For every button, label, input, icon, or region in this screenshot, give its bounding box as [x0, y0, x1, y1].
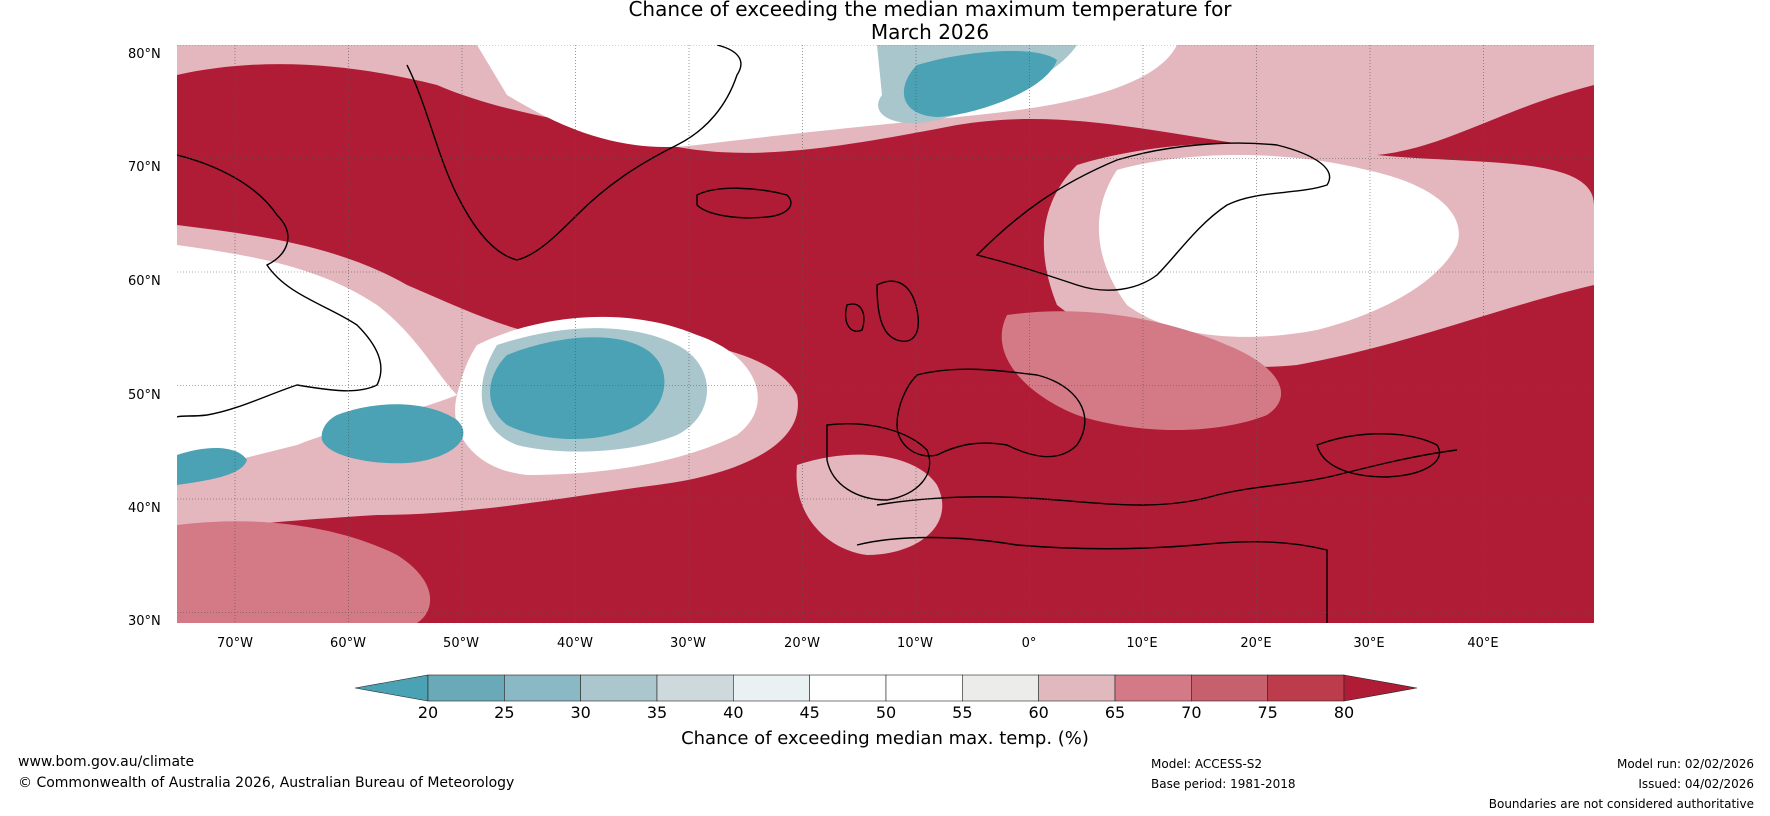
chart-title: Chance of exceeding the median maximum t… [0, 0, 1770, 44]
coastlines [177, 45, 1458, 623]
colorbar-tick-label: 40 [723, 703, 744, 722]
colorbar-segment [809, 674, 887, 702]
colorbar-svg [354, 674, 1418, 702]
central-europe-moderate-zone [1001, 311, 1282, 430]
british-isles-coast [845, 280, 919, 342]
footer-issued: Issued: 04/02/2026 [1638, 777, 1754, 791]
title-line-2: March 2026 [870, 20, 990, 44]
west-atlantic-very-low-zone [321, 404, 464, 464]
colorbar-tick-label: 55 [952, 703, 973, 722]
colorbar-tick-label: 45 [799, 703, 820, 722]
forecast-map [177, 45, 1594, 623]
scandinavia-coast [975, 142, 1331, 291]
greenland-coast [406, 45, 742, 261]
north-america-coast [177, 154, 382, 418]
colorbar-tick-label: 75 [1257, 703, 1278, 722]
lon-label-20w: 20°W [784, 636, 820, 651]
colorbar-tick-label: 20 [417, 703, 439, 722]
iceland-coast [696, 187, 792, 219]
footer-copyright: © Commonwealth of Australia 2026, Austra… [18, 775, 515, 791]
africa-coast [856, 536, 1328, 623]
colorbar-tick-label: 25 [494, 703, 515, 722]
lat-label-80n: 80°N [128, 47, 161, 62]
colorbar-segment [427, 674, 505, 702]
footer-model-run: Model run: 02/02/2026 [1616, 757, 1754, 771]
colorbar-segment [1114, 674, 1192, 702]
footer-disclaimer: Boundaries are not considered authoritat… [1488, 797, 1754, 811]
coastal-very-low-zone [177, 448, 247, 485]
iberia-coast [826, 423, 931, 501]
colorbar-segment [1191, 674, 1268, 702]
colorbar-extend-low [354, 674, 429, 702]
lon-label-50w: 50°W [443, 636, 479, 651]
lon-label-70w: 70°W [217, 636, 253, 651]
graticule [177, 45, 1594, 623]
colorbar [354, 673, 1418, 703]
europe-coast [896, 368, 1086, 458]
black-sea-coast [1316, 433, 1441, 478]
iberia-moderate-zone [796, 454, 943, 555]
colorbar-tick-label: 65 [1104, 703, 1126, 722]
lat-label-30n: 30°N [128, 614, 161, 629]
map-svg [177, 45, 1594, 623]
subtropical-moderate-zone [177, 521, 431, 623]
colorbar-segment [1267, 674, 1345, 702]
footer-website: www.bom.gov.au/climate [18, 754, 195, 770]
colorbar-segment [1038, 674, 1116, 702]
colorbar-tick-label: 60 [1028, 703, 1049, 722]
arctic-very-low-zone [903, 50, 1057, 118]
mediterranean-coast [876, 449, 1458, 506]
mid-atlantic-very-low-zone [490, 337, 665, 440]
colorbar-tick-label: 35 [646, 703, 668, 722]
colorbar-segment [580, 674, 658, 702]
colorbar-tick-label: 70 [1181, 703, 1202, 722]
colorbar-extend-high [1343, 674, 1418, 702]
colorbar-tick-label: 80 [1333, 703, 1355, 722]
lon-label-40w: 40°W [557, 636, 593, 651]
lon-label-10w: 10°W [897, 636, 933, 651]
lon-label-0: 0° [1021, 636, 1037, 651]
colorbar-segment [656, 674, 734, 702]
lon-label-20e: 20°E [1240, 636, 1272, 651]
colorbar-segment [733, 674, 810, 702]
colorbar-tick-label: 50 [875, 703, 897, 722]
footer-base-period: Base period: 1981-2018 [1151, 777, 1296, 791]
lat-label-70n: 70°N [128, 160, 161, 175]
lat-label-60n: 60°N [128, 274, 161, 289]
lon-label-30w: 30°W [670, 636, 706, 651]
colorbar-segment [885, 674, 963, 702]
lon-label-40e: 40°E [1467, 636, 1499, 651]
footer-model: Model: ACCESS-S2 [1151, 757, 1263, 771]
lon-label-30e: 30°E [1353, 636, 1385, 651]
colorbar-tick-label: 30 [570, 703, 591, 722]
colorbar-label: Chance of exceeding median max. temp. (%… [681, 728, 1089, 749]
lat-label-40n: 40°N [128, 501, 161, 516]
lon-label-60w: 60°W [330, 636, 366, 651]
colorbar-segment [962, 674, 1039, 702]
lat-label-50n: 50°N [128, 388, 161, 403]
lon-label-10e: 10°E [1126, 636, 1158, 651]
scandinavia-neutral-zone [1098, 155, 1459, 337]
title-line-1: Chance of exceeding the median maximum t… [628, 0, 1232, 21]
colorbar-segment [504, 674, 581, 702]
west-atlantic-neutral-zone [177, 245, 457, 475]
